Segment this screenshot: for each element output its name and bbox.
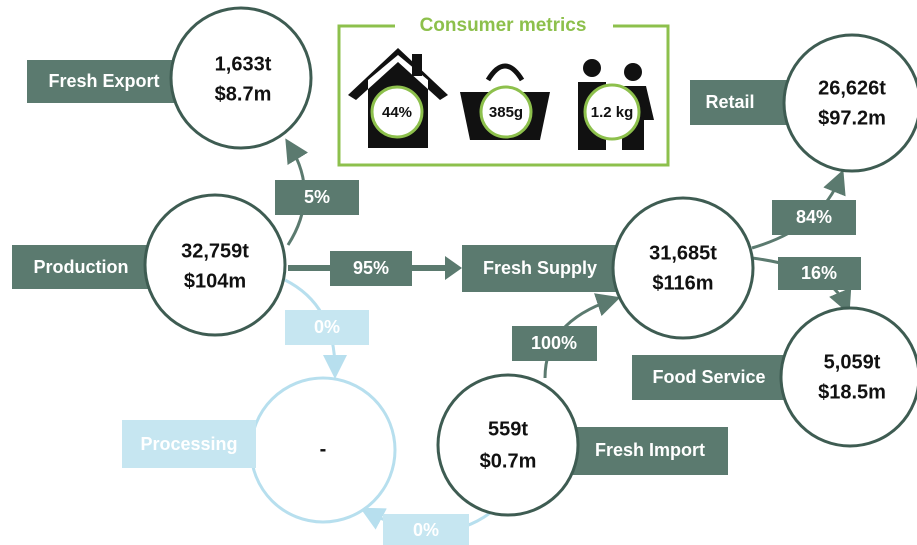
node-label: Processing [140, 434, 237, 454]
node-circle [143, 193, 287, 337]
node-label: Food Service [652, 367, 765, 387]
node-volume: 5,059t [824, 351, 881, 373]
node-label-box [632, 355, 792, 400]
consumer-metrics: Consumer metrics 44% 385g 1.2 kg [337, 14, 670, 167]
node-label: Fresh Export [48, 71, 159, 91]
node-label-box [122, 420, 256, 468]
node-circle [611, 196, 755, 340]
node-label: Fresh Supply [483, 258, 597, 278]
node-volume: 559t [488, 418, 528, 440]
node-circle [782, 33, 917, 173]
chimney [412, 54, 422, 76]
metric-circle [479, 85, 533, 139]
flow-label: 5% [304, 187, 330, 207]
basket-handle [485, 63, 525, 82]
flow-label: 100% [531, 333, 577, 353]
node-value: $18.5m [818, 381, 886, 403]
node-value: $104m [184, 270, 246, 292]
node-value: - [320, 438, 327, 460]
node-volume: 32,759t [181, 240, 249, 262]
node-value: $116m [652, 272, 713, 294]
flow-label: 16% [801, 263, 837, 283]
flow-box [330, 251, 412, 286]
flow-box [383, 514, 469, 545]
node-circle [779, 306, 917, 448]
flow-box [778, 257, 861, 290]
arrowhead [445, 256, 462, 280]
metric-circle [583, 83, 641, 141]
flow-box [285, 310, 369, 345]
node-label: Production [34, 257, 129, 277]
node-label: Fresh Import [595, 440, 705, 460]
metrics-title: Consumer metrics [420, 15, 587, 36]
node-volume: 26,626t [818, 77, 886, 99]
flow-box [275, 180, 359, 215]
node-label-box [570, 427, 728, 475]
node-value: $97.2m [818, 107, 886, 129]
flow-label: 0% [413, 520, 439, 540]
person-head [624, 63, 642, 81]
flow-label: 95% [353, 258, 389, 278]
node-value: $0.7m [480, 450, 537, 472]
title-bg [395, 14, 613, 38]
flow-label: 0% [314, 317, 340, 337]
node-label-box [12, 245, 148, 289]
flow-box [512, 326, 597, 361]
flow-label: 84% [796, 207, 832, 227]
node-circle [169, 6, 313, 150]
node-value: $8.7m [215, 83, 272, 105]
node-label-box [27, 60, 174, 103]
metric-value: 385g [489, 104, 523, 121]
metric-value: 1.2 kg [591, 104, 634, 121]
node-circle [436, 373, 580, 517]
flow-box [772, 200, 856, 235]
person-head [583, 59, 601, 77]
node-label-box [462, 245, 616, 292]
node-volume: 1,633t [215, 53, 272, 75]
node-volume: 31,685t [649, 242, 717, 264]
node-label: Retail [705, 92, 754, 112]
node-label-box [690, 80, 790, 125]
metric-value: 44% [382, 104, 412, 121]
metric-circle [370, 85, 424, 139]
